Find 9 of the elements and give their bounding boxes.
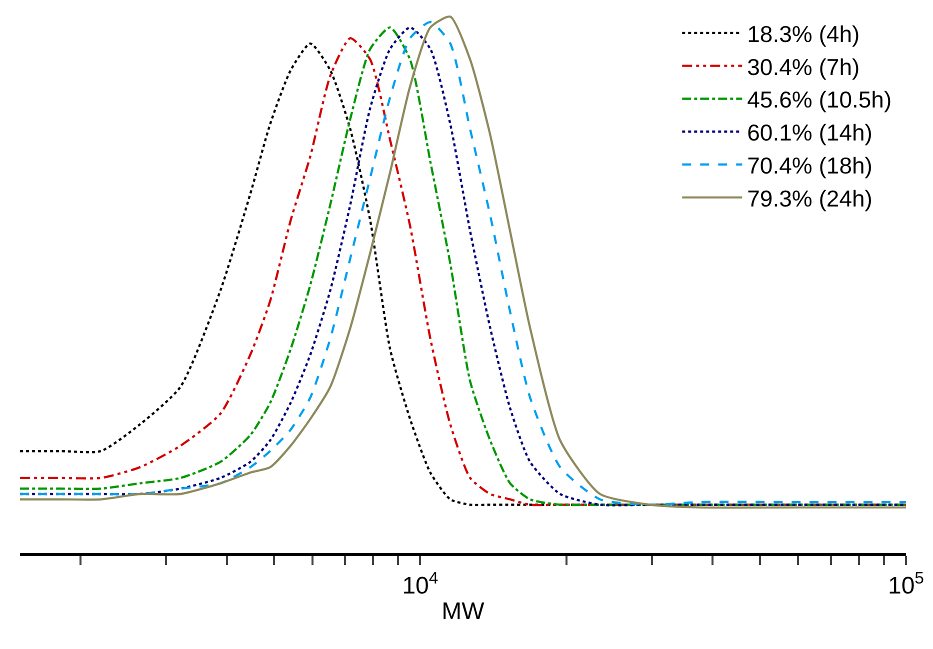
legend-label: 70.4% (18h)	[747, 152, 872, 178]
legend-label: 30.4% (7h)	[747, 54, 860, 80]
legend-label: 60.1% (14h)	[747, 120, 872, 146]
legend-label: 45.6% (10.5h)	[747, 86, 892, 113]
x-axis-title: MW	[442, 598, 485, 625]
legend-label: 18.3% (4h)	[747, 20, 860, 47]
x-tick-label: 10$^{4}$	[402, 568, 438, 600]
legend-label: 79.3% (24h)	[747, 185, 872, 212]
x-tick-label: 10$^{5}$	[888, 568, 924, 600]
